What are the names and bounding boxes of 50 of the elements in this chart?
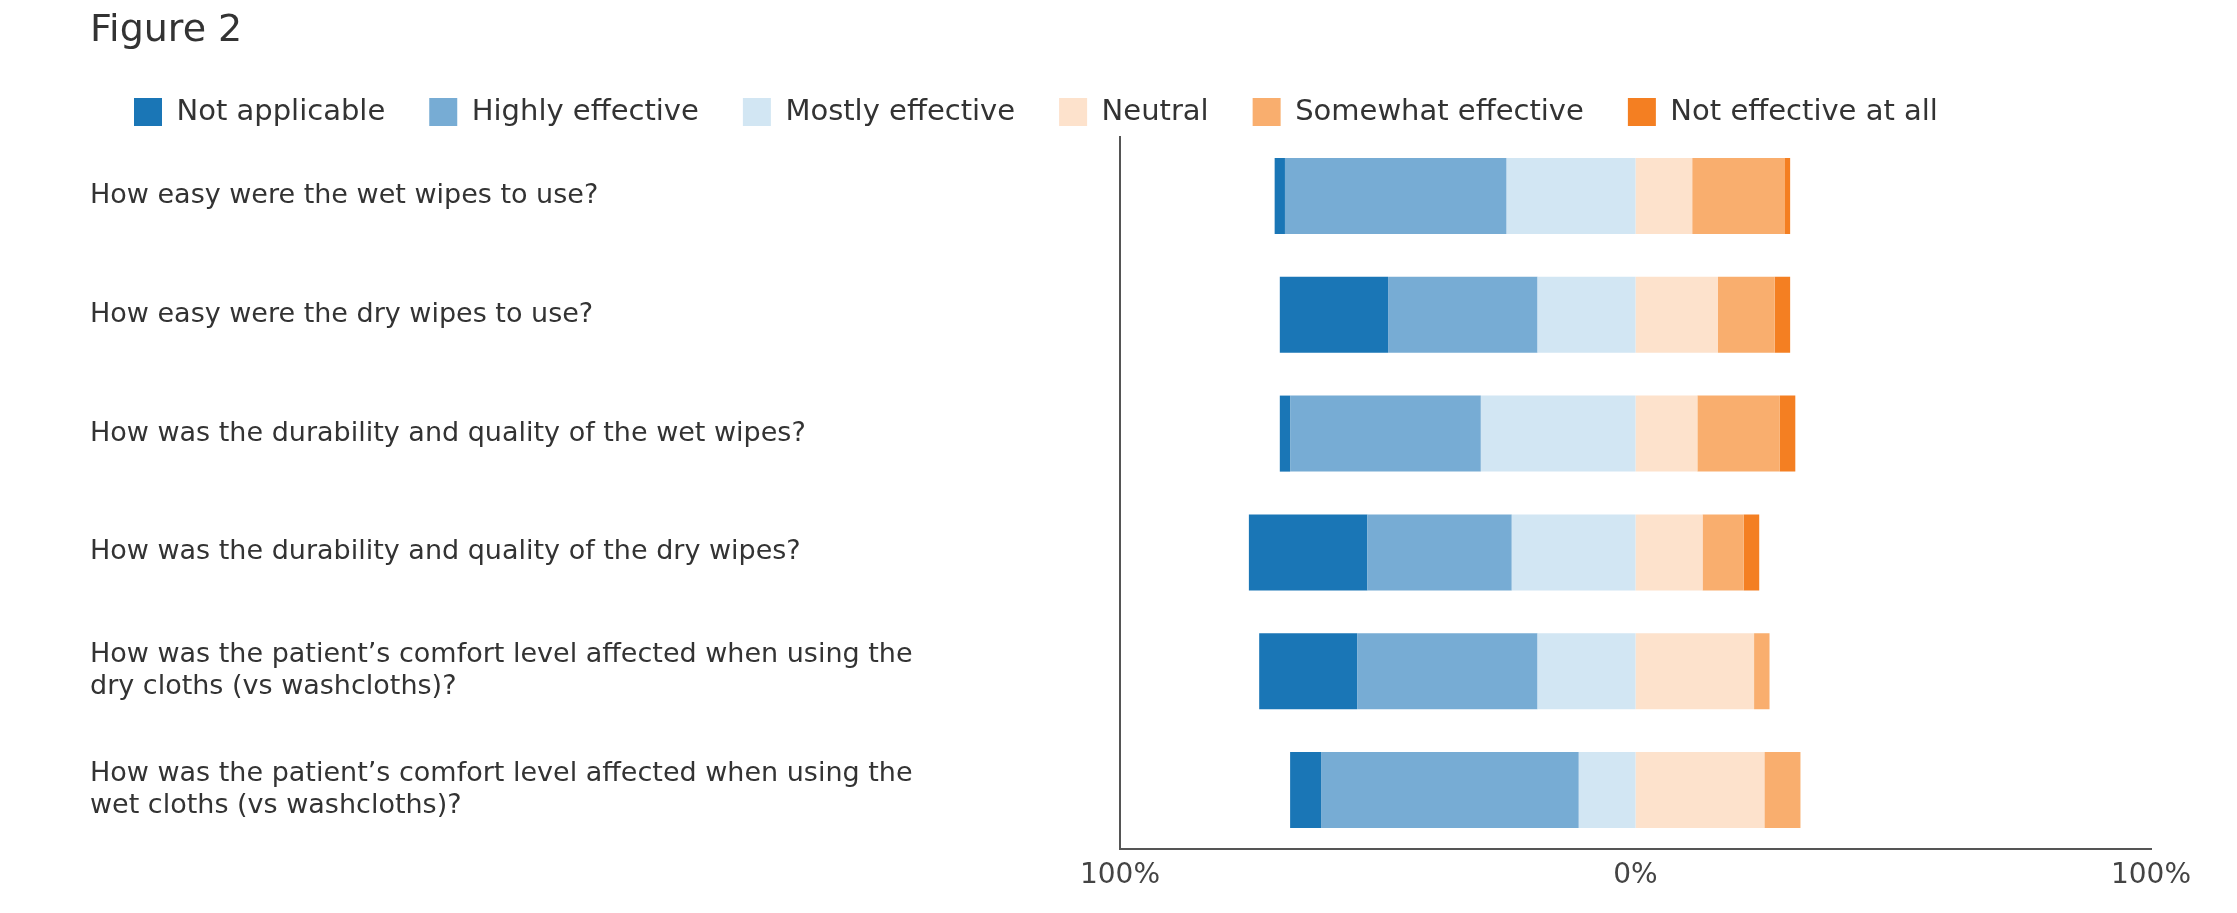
bar xyxy=(1743,514,1760,591)
legend-label: Mostly effective xyxy=(785,92,1016,127)
bar xyxy=(1754,633,1770,710)
legend-label: Highly effective xyxy=(471,92,699,127)
bar xyxy=(1764,751,1801,829)
bar xyxy=(1774,276,1791,353)
bar xyxy=(1480,395,1636,472)
bar xyxy=(1290,751,1322,829)
bar xyxy=(1635,395,1698,472)
bar xyxy=(1779,395,1796,472)
bar xyxy=(1692,157,1785,235)
bar xyxy=(1635,514,1703,591)
y-tick-label: How easy were the dry wipes to use? xyxy=(90,296,594,328)
x-tick-label: 0% xyxy=(1613,857,1658,891)
bar xyxy=(1357,633,1538,710)
y-tick-label: How was the patient’s comfort level affected when using the wet cloths (vs washcloths)? xyxy=(90,755,913,820)
bar xyxy=(1697,395,1780,472)
bar xyxy=(1367,514,1512,591)
bar xyxy=(1274,157,1285,235)
x-tick-label: 100% xyxy=(1079,857,1161,891)
bar xyxy=(1635,751,1765,829)
x-tick-label: 100% xyxy=(2110,857,2192,891)
y-tick-label: How easy were the wet wipes to use? xyxy=(90,178,599,210)
bar xyxy=(1717,276,1775,353)
bar xyxy=(1537,276,1636,353)
bar xyxy=(1248,514,1368,591)
bar xyxy=(1511,514,1636,591)
bar xyxy=(1284,157,1507,235)
legend-label: Somewhat effective xyxy=(1295,92,1584,127)
y-tick-label: How was the durability and quality of the dry wipes? xyxy=(90,534,801,566)
bar xyxy=(1321,751,1579,829)
bar xyxy=(1578,751,1636,829)
bar xyxy=(1290,395,1481,472)
y-tick-label: How was the durability and quality of the wet wipes? xyxy=(90,415,806,447)
bar xyxy=(1259,633,1358,710)
legend-label: Not applicable xyxy=(176,92,386,127)
bar xyxy=(1702,514,1744,591)
bar xyxy=(1388,276,1538,353)
legend-label: Neutral xyxy=(1101,92,1209,127)
bar xyxy=(1537,633,1636,710)
bar xyxy=(1635,276,1718,353)
bar xyxy=(1279,395,1291,472)
bar xyxy=(1279,276,1389,353)
y-tick-label: How was the patient’s comfort level affected when using the dry cloths (vs washcloths)? xyxy=(90,637,913,701)
bar xyxy=(1635,633,1755,710)
bar xyxy=(1635,157,1693,235)
bar xyxy=(1506,157,1636,235)
bar xyxy=(1785,157,1791,235)
text: Figure 2 xyxy=(90,5,243,50)
legend-label: Not effective at all xyxy=(1670,92,1938,127)
